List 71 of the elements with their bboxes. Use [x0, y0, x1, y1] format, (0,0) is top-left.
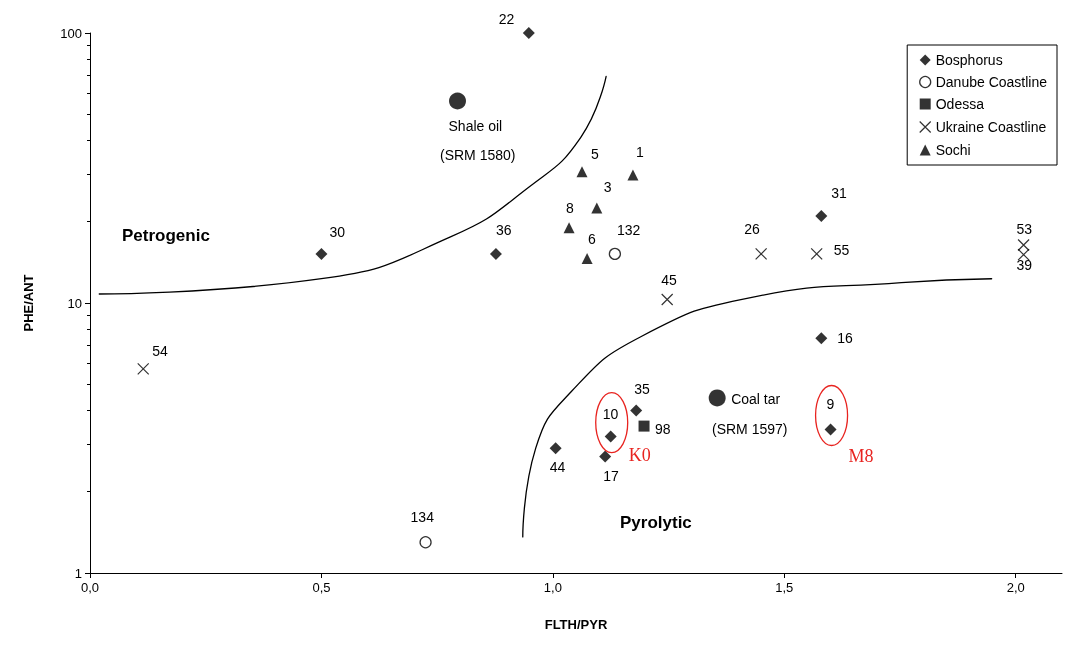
point	[599, 450, 612, 463]
point	[449, 92, 467, 110]
point	[708, 389, 726, 407]
x-tick-label: 1,5	[775, 580, 794, 595]
legend-label: Ukraine Coastline	[935, 119, 1047, 135]
x-tick-label: 0,0	[80, 580, 100, 595]
point	[755, 247, 768, 260]
annotation: Coal tar	[731, 390, 781, 407]
annotation: 16	[837, 330, 854, 347]
point	[137, 362, 150, 376]
annotation: 8	[566, 199, 575, 216]
point	[581, 253, 593, 265]
annotation: 31	[831, 185, 848, 201]
point	[661, 293, 674, 306]
annotation: 35	[634, 381, 650, 398]
y-tick-label: 100	[60, 25, 82, 41]
annotation: K0	[628, 444, 651, 465]
y-axis-title: PHE/ANT	[21, 274, 36, 332]
point	[419, 536, 432, 549]
annotation: 6	[588, 230, 597, 247]
point	[608, 247, 622, 261]
annotation: 5	[591, 145, 600, 162]
annotation: 9	[826, 395, 835, 412]
point	[627, 169, 639, 181]
annotation: 1	[635, 143, 644, 160]
annotation: 26	[744, 220, 760, 237]
y-tick-label: 10	[67, 295, 82, 311]
annotation: 22	[498, 11, 515, 27]
annotation: 17	[603, 467, 619, 484]
annotation: 44	[549, 459, 566, 476]
point	[522, 27, 535, 39]
annotation: (SRM 1580)	[440, 147, 516, 163]
annotation: 10	[602, 405, 619, 422]
annotation: 30	[329, 223, 346, 240]
annotation: 39	[1016, 256, 1033, 273]
annotation: M8	[848, 445, 874, 466]
legend-label: Danube Coastline	[935, 74, 1048, 90]
point	[489, 247, 502, 260]
x-tick-label: 1,0	[543, 580, 562, 595]
legend-label: Sochi	[935, 142, 971, 158]
annotation: 3	[603, 178, 612, 195]
legend-label: Bosphorus	[935, 52, 1003, 68]
point	[630, 404, 643, 417]
y-tick-label: 1	[74, 565, 82, 581]
annotation: 98	[655, 421, 671, 438]
point	[815, 332, 828, 345]
point	[638, 420, 650, 432]
annotation: 132	[616, 221, 641, 238]
annotation: 53	[1016, 220, 1033, 237]
legend-label: Odessa	[935, 96, 985, 112]
annotation: Pyrolytic	[620, 512, 692, 532]
point	[315, 247, 328, 260]
point	[604, 430, 617, 443]
annotation: Petrogenic	[122, 225, 210, 245]
annotation: 45	[661, 271, 677, 288]
point	[815, 210, 828, 222]
annotation: 36	[495, 221, 512, 238]
point	[824, 423, 837, 436]
point	[549, 442, 562, 455]
annotation: (SRM 1597)	[712, 421, 788, 437]
point	[810, 247, 823, 260]
x-tick-label: 2,0	[1006, 580, 1025, 595]
point	[563, 222, 575, 234]
point	[576, 166, 588, 178]
annotation: 55	[833, 241, 850, 258]
annotation: 134	[410, 509, 435, 526]
x-tick-label: 0,5	[312, 580, 331, 595]
annotation: Shale oil	[448, 117, 503, 134]
x-axis-title: FLTH/PYR	[544, 617, 608, 632]
point	[591, 202, 603, 214]
annotation: 54	[152, 342, 169, 359]
